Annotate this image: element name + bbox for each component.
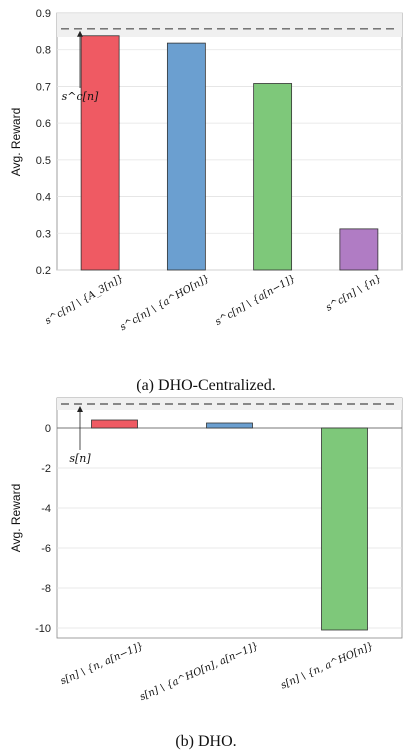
chart-a-reference-band (57, 13, 402, 37)
chart-a-y-tick-label: 0.9 (36, 8, 51, 20)
chart-a-reference-label: s^c[n] (62, 90, 99, 103)
chart-b-y-ticks: 0 -2 -4 -6 -8 -10 (35, 423, 51, 635)
chart-a-category-label: s^c[n] \ {a^HO[n]} (118, 273, 211, 333)
chart-a-bar (166, 42, 206, 271)
chart-b-bar (206, 422, 253, 429)
chart-b-y-tick-label: -10 (35, 623, 51, 635)
chart-b: 0 -2 -4 -6 -8 -10 s[n] s[n] \ {n, a[n−1]} s[n… (9, 397, 403, 750)
chart-a-y-tick-label: 0.6 (36, 118, 51, 130)
chart-a-bars (80, 35, 379, 271)
chart-a-bar (253, 83, 293, 271)
chart-a-y-tick-label: 0.4 (36, 192, 51, 204)
chart-b-bar (321, 427, 368, 631)
chart-b-arrowhead (77, 406, 83, 412)
chart-a-category-label: s^c[n] \ {a[n−1]} (213, 273, 297, 328)
chart-b-y-tick-label: -4 (41, 503, 51, 515)
chart-a-y-tick-label: 0.2 (36, 265, 51, 277)
chart-b-bars (91, 419, 368, 631)
chart-a-y-axis-label: Avg. Reward (9, 108, 23, 176)
chart-b-y-axis-label: Avg. Reward (9, 484, 23, 552)
chart-a-y-tick-label: 0.3 (36, 228, 51, 240)
chart-a: 0.2 0.3 0.4 0.5 0.6 0.7 0.8 0.9 s^c[n] s^c[n] \… (9, 8, 403, 394)
chart-a-category-label: s^c[n] \ {A_3[n]} (43, 273, 125, 327)
chart-a-reference: s^c[n] (61, 28, 398, 103)
chart-b-caption: (b) DHO. (175, 733, 236, 750)
chart-b-category-label: s[n] \ {n, a[n−1]} (59, 641, 145, 687)
chart-b-categories: s[n] \ {n, a[n−1]} s[n] \ {a^HO[n], a[n−… (59, 641, 375, 703)
chart-b-y-tick-label: 0 (45, 423, 51, 435)
chart-b-bar (91, 419, 138, 429)
chart-a-categories: s^c[n] \ {A_3[n]} s^c[n] \ {a^HO[n]} s^c… (43, 273, 383, 333)
chart-a-y-tick-label: 0.5 (36, 155, 51, 167)
chart-b-category-label: s[n] \ {n, a^HO[n]} (279, 641, 375, 692)
chart-a-bar (339, 228, 379, 271)
chart-b-reference: s[n] (61, 403, 398, 465)
chart-b-y-tick-label: -8 (41, 583, 51, 595)
chart-b-category-label: s[n] \ {a^HO[n], a[n−1]} (138, 641, 260, 703)
chart-b-y-tick-label: -6 (41, 543, 51, 555)
chart-b-y-tick-label: -2 (41, 463, 51, 475)
chart-a-arrowhead (77, 30, 83, 37)
chart-b-reference-band (57, 398, 402, 410)
chart-a-y-ticks: 0.2 0.3 0.4 0.5 0.6 0.7 0.8 0.9 (36, 8, 51, 277)
chart-b-reference-label: s[n] (69, 452, 91, 465)
chart-a-caption: (a) DHO-Centralized. (136, 377, 276, 394)
chart-a-y-tick-label: 0.7 (36, 81, 51, 93)
chart-a-bar (80, 35, 120, 271)
chart-a-category-label: s^c[n] \ {n} (324, 273, 383, 314)
chart-a-y-tick-label: 0.8 (36, 45, 51, 57)
